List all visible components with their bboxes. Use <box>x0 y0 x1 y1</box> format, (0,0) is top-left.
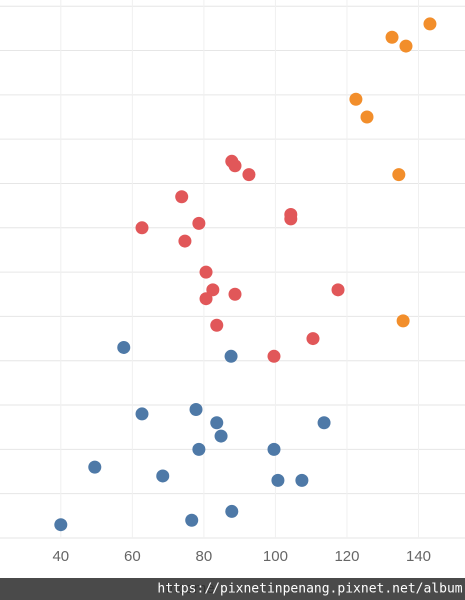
point <box>306 332 320 346</box>
point <box>185 513 199 527</box>
point <box>189 402 203 416</box>
point <box>192 216 206 230</box>
point <box>331 283 345 297</box>
point <box>224 349 238 363</box>
point <box>392 168 406 182</box>
point <box>210 318 224 332</box>
point <box>385 30 399 44</box>
point <box>135 407 149 421</box>
point <box>423 17 437 31</box>
x-tick-label: 40 <box>52 548 69 565</box>
point <box>284 212 298 226</box>
point <box>192 442 206 456</box>
point <box>88 460 102 474</box>
x-tick-label: 80 <box>196 548 213 565</box>
point <box>228 287 242 301</box>
x-tick-label: 100 <box>263 548 288 565</box>
point <box>399 39 413 53</box>
point <box>117 340 131 354</box>
point <box>206 283 220 297</box>
x-tick-label: 140 <box>406 548 431 565</box>
point <box>178 234 192 248</box>
point <box>360 110 374 124</box>
point <box>295 473 309 487</box>
point <box>199 292 213 306</box>
point <box>349 92 363 106</box>
point <box>175 190 189 204</box>
x-tick-label: 60 <box>124 548 141 565</box>
x-tick-label: 120 <box>334 548 359 565</box>
point <box>267 349 281 363</box>
point <box>242 168 256 182</box>
point <box>225 504 239 518</box>
watermark-bar <box>0 578 465 600</box>
point <box>271 473 285 487</box>
point <box>228 159 242 173</box>
point <box>317 416 331 430</box>
point <box>267 442 281 456</box>
point <box>210 416 224 430</box>
point <box>54 518 68 532</box>
x-axis-title: Income <box>165 580 214 597</box>
watermark: https://pixnetinpenang.pixnet.net/album <box>157 582 462 597</box>
point <box>214 429 228 443</box>
point <box>135 221 149 235</box>
point <box>396 314 410 328</box>
point <box>199 265 213 279</box>
point <box>156 469 170 483</box>
